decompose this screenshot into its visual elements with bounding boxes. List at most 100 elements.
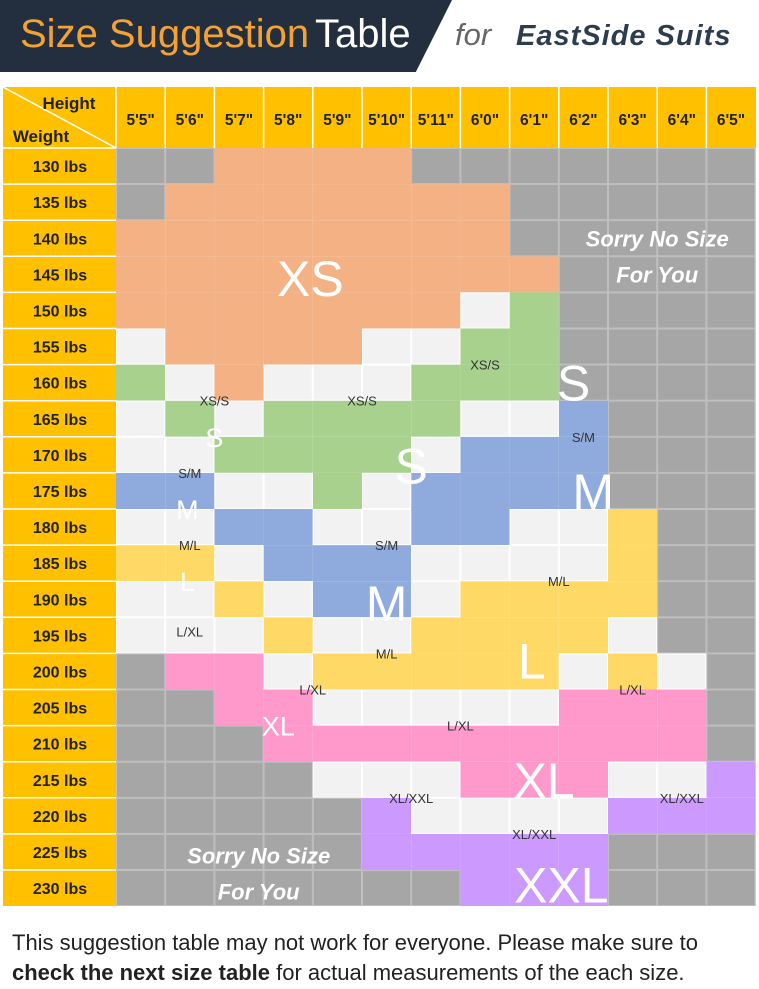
size-cell (263, 617, 313, 654)
size-cell (509, 509, 559, 546)
none-cell-border (214, 761, 264, 798)
size-cell (312, 364, 362, 401)
size-cell (362, 617, 412, 654)
size-cell (558, 870, 608, 906)
size-cell (116, 400, 166, 437)
size-label-between: L/XL (619, 683, 646, 698)
size-cell (116, 220, 166, 257)
weight-label: 210 lbs (33, 737, 87, 754)
height-label: 5'7" (225, 112, 253, 129)
weight-label: 175 lbs (33, 484, 87, 501)
header-banner: Size Suggestion Table for EastSide Suits (0, 0, 759, 72)
height-label: 5'10" (368, 112, 405, 129)
size-label-between: XL/XXL (389, 791, 433, 806)
size-label-between: M/L (548, 574, 570, 589)
size-cell (558, 653, 608, 690)
none-cell-border (706, 328, 756, 365)
none-cell-border (263, 870, 313, 906)
size-cell (608, 581, 658, 618)
size-cell (214, 725, 264, 762)
size-cell (608, 328, 658, 365)
between-cell-border (312, 689, 362, 726)
size-cell (608, 870, 658, 906)
size-cell (460, 617, 510, 654)
size-cell (558, 292, 608, 329)
none-cell-border (116, 653, 166, 690)
size-cell (116, 184, 166, 221)
between-cell-border (165, 509, 215, 546)
between-cell-border (165, 364, 215, 401)
no-size-note: For You (218, 880, 300, 905)
none-cell-border (263, 761, 313, 798)
size-cell (165, 509, 215, 546)
size-cell (214, 689, 264, 726)
between-cell-border (411, 545, 461, 582)
between-cell-border (657, 761, 707, 798)
size-cell (165, 148, 215, 185)
size-cell (116, 653, 166, 690)
none-cell-border (608, 256, 658, 293)
size-cell (263, 148, 313, 185)
between-cell-border (411, 436, 461, 473)
size-cell (165, 689, 215, 726)
size-cell (263, 328, 313, 365)
size-cell (312, 581, 362, 618)
size-cell (608, 653, 658, 690)
size-cell (460, 184, 510, 221)
size-cell (214, 328, 264, 365)
none-cell-border (608, 472, 658, 509)
none-cell-border (706, 833, 756, 871)
size-cell (460, 870, 510, 906)
size-cell (165, 400, 215, 437)
between-cell-border (165, 581, 215, 618)
none-cell-border (706, 870, 756, 906)
size-cell (558, 725, 608, 762)
size-cell (509, 292, 559, 329)
size-cell (558, 472, 608, 509)
size-cell (312, 833, 362, 870)
footer-bold-link-text: check the next size table (12, 960, 270, 985)
none-cell-border (214, 725, 264, 762)
size-cell (509, 256, 559, 293)
size-cell (165, 653, 215, 690)
weight-label: 185 lbs (33, 556, 87, 573)
size-cell (165, 292, 215, 329)
between-cell-border (116, 436, 166, 473)
weight-label: 200 lbs (33, 664, 87, 681)
height-label: 5'8" (274, 112, 302, 129)
size-cell (608, 725, 658, 762)
weight-label: 135 lbs (33, 195, 87, 212)
size-table: Height Weight 5'5" 5'6" 5'7" 5'8" 5'9" 5'10" 5'1… (3, 87, 756, 906)
size-cell (608, 292, 658, 329)
size-cell (411, 797, 461, 834)
size-cell (608, 148, 658, 185)
size-cell (116, 256, 166, 293)
size-cell (116, 472, 166, 509)
between-cell-border (214, 400, 264, 437)
size-cell (706, 870, 756, 906)
height-label: 6'0" (471, 112, 499, 129)
none-cell-border (657, 436, 707, 473)
size-cell (263, 797, 313, 834)
between-cell-border (116, 617, 166, 654)
between-cell-border (263, 581, 313, 618)
none-cell-border (558, 148, 608, 185)
none-cell-border (706, 184, 756, 221)
size-cell (460, 292, 510, 329)
none-cell-border (657, 328, 707, 365)
size-cell (411, 689, 461, 726)
none-cell-border (116, 833, 166, 871)
none-cell-border (657, 833, 707, 871)
none-cell-border (558, 328, 608, 365)
none-cell-border (116, 725, 166, 762)
size-cell (460, 328, 510, 365)
size-cell (312, 184, 362, 221)
size-cell (116, 689, 166, 726)
size-cell (411, 617, 461, 654)
size-label-between: S/M (375, 538, 398, 553)
size-label-big: L (518, 634, 546, 690)
size-cell (608, 761, 658, 798)
size-cell (263, 256, 313, 293)
size-cell (263, 509, 313, 546)
weight-label: 180 lbs (33, 520, 87, 537)
